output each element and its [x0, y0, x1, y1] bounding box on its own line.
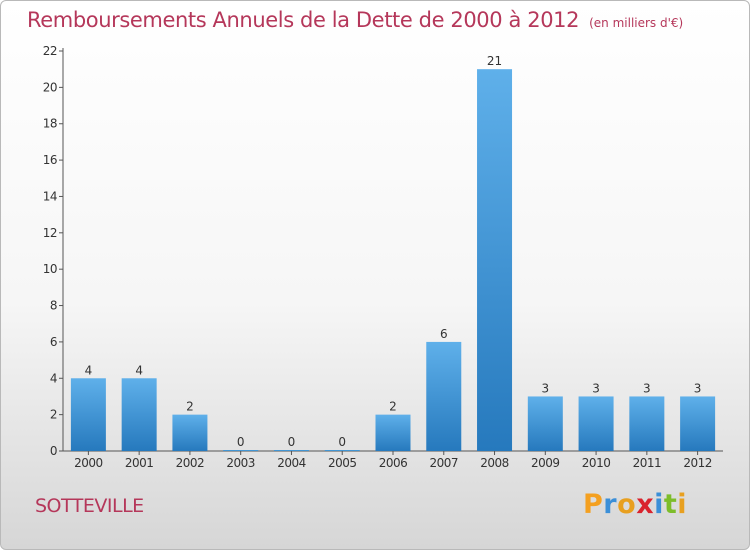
x-tick-label-2005: 2005 [328, 456, 357, 470]
logo-letter: r [603, 489, 618, 520]
x-tick-label-2000: 2000 [74, 456, 103, 470]
bar-2001 [121, 378, 157, 451]
data-label-2010: 3 [592, 381, 600, 395]
chart-bars [70, 69, 716, 451]
bar-2008 [477, 69, 513, 451]
y-tick-label: 16 [43, 153, 57, 167]
proxiti-logo: Proxiti [583, 489, 687, 520]
y-tick-label: 12 [43, 226, 57, 240]
bar-2011 [629, 396, 665, 451]
y-tick-label: 0 [50, 444, 57, 458]
x-tick-label-2010: 2010 [582, 456, 611, 470]
logo-letter: i [677, 489, 688, 520]
commune-name: SOTTEVILLE [35, 495, 144, 517]
x-tick-label-2003: 2003 [226, 456, 255, 470]
data-label-2012: 3 [694, 381, 702, 395]
data-label-2004: 0 [288, 435, 296, 449]
data-label-2005: 0 [338, 435, 346, 449]
bar-2004 [273, 450, 309, 451]
bar-2007 [426, 341, 462, 451]
bar-2012 [680, 396, 716, 451]
bar-2005 [324, 450, 360, 451]
bar-2000 [70, 378, 106, 451]
data-label-2001: 4 [135, 363, 143, 377]
title-main: Remboursements Annuels de la Dette de 20… [27, 8, 580, 32]
x-tick-label-2012: 2012 [683, 456, 712, 470]
bar-2009 [527, 396, 563, 451]
data-label-2006: 2 [389, 400, 397, 414]
logo-letter: i [654, 489, 664, 520]
x-tick-label-2011: 2011 [633, 456, 662, 470]
bar-2002 [172, 414, 208, 451]
x-tick-label-2001: 2001 [125, 456, 154, 470]
logo-letter: o [617, 489, 637, 520]
logo-letter: P [583, 489, 604, 520]
x-tick-label-2008: 2008 [480, 456, 509, 470]
y-tick-label: 8 [50, 299, 57, 313]
logo-letter: t [663, 489, 678, 520]
x-tick-label-2009: 2009 [531, 456, 560, 470]
data-label-2002: 2 [186, 400, 194, 414]
y-tick-label: 10 [43, 262, 57, 276]
y-tick-label: 14 [43, 189, 57, 203]
x-tick-label-2004: 2004 [277, 456, 306, 470]
data-label-2008: 21 [487, 54, 502, 68]
logo-letter: x [636, 489, 655, 520]
bar-2003 [223, 450, 259, 451]
y-tick-label: 2 [50, 408, 57, 422]
data-label-2011: 3 [643, 381, 651, 395]
bar-2006 [375, 414, 411, 451]
bar-2010 [578, 396, 614, 451]
y-tick-label: 4 [50, 371, 57, 385]
y-tick-label: 20 [43, 80, 57, 94]
chart-title: Remboursements Annuels de la Dette de 20… [27, 8, 683, 32]
data-label-2000: 4 [85, 363, 93, 377]
y-tick-label: 22 [43, 44, 57, 58]
x-tick-label-2006: 2006 [379, 456, 408, 470]
data-label-2009: 3 [541, 381, 549, 395]
x-tick-label-2002: 2002 [176, 456, 205, 470]
y-tick-label: 6 [50, 335, 57, 349]
data-label-2003: 0 [237, 435, 245, 449]
chart-labels: 4 4 2 0 0 0 2 6 21 3 3 3 3 [85, 54, 702, 449]
title-unit: (en milliers d'€) [589, 16, 684, 30]
y-tick-label: 18 [43, 117, 57, 131]
data-label-2007: 6 [440, 327, 448, 341]
x-tick-label-2007: 2007 [429, 456, 458, 470]
